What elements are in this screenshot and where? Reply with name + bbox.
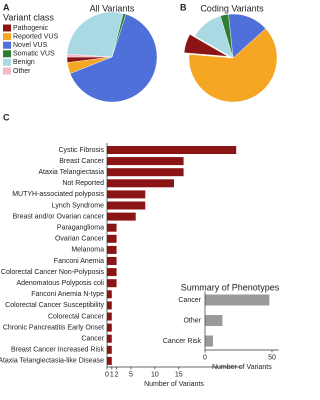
chart-title: Summary of Phenotypes — [181, 282, 280, 292]
category-label: MUTYH-associated polyposis — [12, 191, 104, 198]
panel-label: A — [3, 2, 10, 12]
legend-title: Variant class — [3, 12, 54, 22]
bar — [107, 257, 117, 265]
x-tick-label: 1 — [110, 371, 114, 378]
pie-wedge — [183, 34, 229, 57]
category-label: Colorectal Cancer Susceptibility — [5, 302, 104, 309]
category-label: Not Reported — [62, 180, 104, 187]
bar — [107, 345, 112, 354]
bar — [107, 146, 237, 154]
category-label: Fanconi Anemia N-type — [31, 291, 104, 298]
pie-wedge — [69, 13, 158, 103]
legend-swatch — [3, 50, 11, 58]
legend-label: Novel VUS — [13, 42, 48, 49]
legend-label: Somatic VUS — [13, 51, 55, 58]
bar — [107, 212, 136, 221]
pie-wedge — [188, 28, 278, 103]
x-tick-label: 0 — [203, 354, 207, 361]
category-label: Cancer — [178, 297, 201, 304]
bar — [107, 301, 112, 310]
bar — [107, 201, 146, 210]
panel-label: C — [3, 112, 10, 122]
category-label: Cystic Fibrosis — [58, 147, 104, 154]
category-label: Melanoma — [71, 247, 104, 254]
category-label: Breast Cancer — [59, 158, 104, 165]
category-label: Lynch Syndrome — [52, 202, 104, 209]
category-label: Colorectal Cancer Non-Polyposis — [1, 269, 105, 276]
category-label: Ataxia Telangiectasia — [38, 169, 104, 176]
bar — [107, 268, 117, 277]
bar — [205, 315, 223, 326]
x-axis-title: Number of Variants — [144, 381, 204, 388]
category-label: Fanconi Anemia — [54, 258, 104, 265]
legend-swatch — [3, 67, 11, 75]
category-label: Cancer Risk — [163, 338, 202, 345]
x-tick-label: 15 — [175, 371, 183, 378]
bar — [205, 335, 214, 347]
bar — [107, 245, 117, 254]
pie-wedge — [66, 11, 124, 58]
legend-label: Other — [13, 68, 31, 75]
category-label: Ovarian Cancer — [55, 236, 105, 243]
category-label: Colorectal Cancer — [48, 313, 105, 320]
figure: A All Variants Variant class PathogenicRepo… — [0, 2, 280, 388]
category-label: Cancer — [81, 336, 104, 343]
legend-swatch — [3, 41, 11, 49]
legend-swatch — [3, 24, 11, 32]
x-tick-label: 2 — [115, 371, 119, 378]
bar — [107, 312, 112, 321]
chart-title: All Variants — [90, 3, 135, 13]
panel-label: B — [180, 2, 187, 12]
bar — [107, 234, 117, 243]
x-tick-label: 5 — [129, 371, 133, 378]
legend-label: Reported VUS — [13, 33, 58, 40]
legend-label: Pathogenic — [13, 25, 49, 32]
legend-swatch — [3, 58, 11, 66]
category-label: Other — [183, 317, 201, 324]
bar — [107, 290, 112, 299]
bar — [107, 168, 184, 177]
category-label: Paraganglioma — [57, 225, 104, 232]
bar — [205, 294, 270, 306]
x-axis-title: Number of Variants — [212, 364, 272, 371]
pie-wedge — [194, 15, 234, 59]
bar — [107, 279, 117, 288]
category-label: Breast and/or Ovarian cancer — [13, 213, 105, 220]
bar — [107, 179, 174, 188]
category-label: Breast Cancer Increased Risk — [11, 347, 104, 354]
bar — [107, 190, 146, 199]
bar — [107, 323, 112, 332]
legend-label: Benign — [13, 59, 35, 66]
category-label: Ataxia Telangiectasia-like Disease — [0, 358, 104, 365]
pie-wedge — [66, 53, 113, 58]
legend-swatch — [3, 33, 11, 41]
bar — [107, 334, 112, 343]
category-label: Chronic Pancreatitis Early Onset — [3, 324, 104, 331]
chart-title: Coding Variants — [200, 3, 264, 13]
x-tick-label: 50 — [268, 354, 276, 361]
bar — [107, 356, 112, 365]
category-label: Adenomatous Polyposis coli — [16, 280, 104, 287]
x-tick-label: 10 — [151, 371, 159, 378]
bar — [107, 157, 184, 166]
bar — [107, 223, 117, 232]
x-tick-label: 0 — [105, 371, 109, 378]
